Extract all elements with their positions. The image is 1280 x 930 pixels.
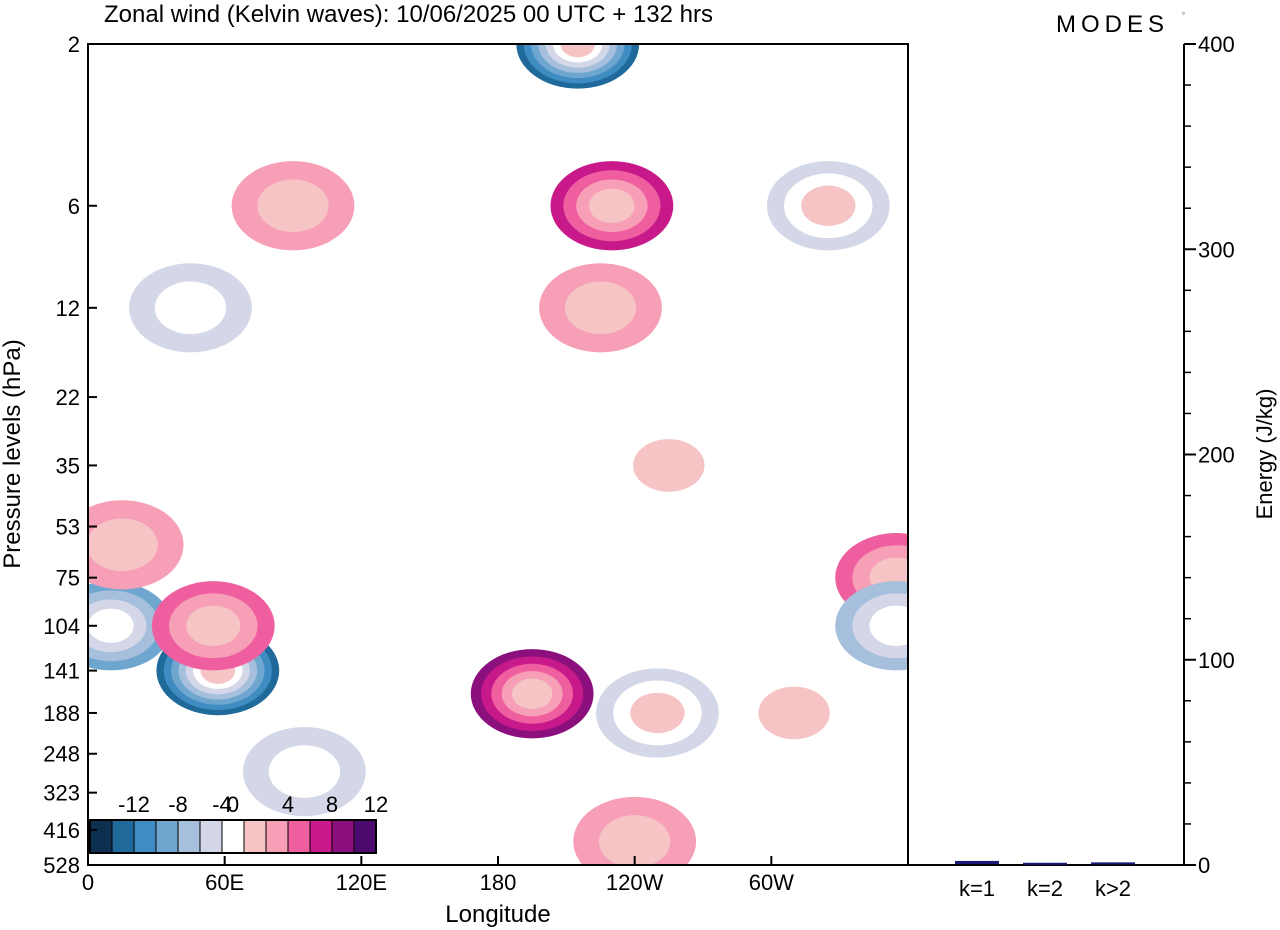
energy-tick-label: 400 [1198,32,1235,57]
heatmap-axes: 0 60E 120E 180 120W 60W 2 6 12 22 35 53 75 104 141 188 2… [43,32,909,895]
heatmap-cell-1-3 [88,608,134,643]
colorbar: -12 -8 -40 4 8 12 [89,792,388,854]
heatmap-cell-5-4 [511,678,553,710]
colorbar-swatch [287,819,311,854]
energy-tick-label: 300 [1198,237,1235,262]
energy-tick-label: 200 [1198,443,1235,468]
bar-category-label: k>2 [1095,876,1131,901]
heatmap-cell-16-1 [598,815,671,865]
colorbar-frame [89,819,377,854]
colorbar-swatch [111,819,135,854]
colorbar-swatch [133,819,157,854]
energy-bar [955,860,999,864]
colorbar-swatch [199,819,223,854]
x-tick-label: 60W [749,870,794,895]
logo-registered-mark: ° [1182,11,1185,20]
y-tick-label: 12 [56,296,80,321]
y-tick-label: 528 [43,853,80,878]
heatmap-cell-10-1 [564,281,637,335]
heatmap-cell-13-1 [257,179,329,233]
heatmap-field [88,44,908,865]
y-tick-label: 104 [43,614,80,639]
colorbar-label: 12 [364,792,388,817]
energy-bar-axes: 0 100 200 300 400 k=1 k=2 k>2 [908,32,1235,901]
colorbar-swatch [265,819,289,854]
bar-category-label: k=2 [1027,876,1063,901]
heatmap-cell-6-2 [186,605,241,646]
colorbar-swatch [89,819,113,854]
x-tick-label: 0 [82,870,94,895]
x-tick-label: 120E [336,870,387,895]
colorbar-label: 0 [227,792,239,817]
heatmap-cell-11-1 [633,439,705,492]
y-tick-label: 416 [43,818,80,843]
y-tick-label: 2 [68,32,80,57]
colorbar-swatch [353,819,377,854]
colorbar-swatch [177,819,201,854]
energy-bar [1023,862,1067,865]
y-tick-label: 323 [43,781,80,806]
energy-axis-label: Energy (J/kg) [1252,389,1277,520]
modes-logo: MODES [1056,11,1169,38]
x-tick-label: 120W [606,870,664,895]
heatmap-cell-4-3 [589,188,635,223]
bar-category-label: k=1 [959,876,995,901]
y-tick-label: 53 [56,515,80,540]
colorbar-label: -4 [212,792,232,817]
heatmap-cell-3-6 [560,44,596,58]
energy-tick-label: 0 [1198,853,1210,878]
y-tick-label: 75 [56,566,80,591]
colorbar-swatch [243,819,267,854]
heatmap-cell-9-2 [630,692,685,734]
heatmap-cell-12-1 [88,518,158,572]
colorbar-swatch [221,819,245,854]
heatmap-cell-15-1 [758,686,830,740]
colorbar-label: 4 [282,792,294,817]
y-tick-label: 22 [56,385,80,410]
colorbar-label: 8 [326,792,338,817]
chart-title: Zonal wind (Kelvin waves): 10/06/2025 00… [104,1,713,28]
x-axis-label: Longitude [445,901,550,928]
energy-bar [1091,862,1135,865]
x-tick-label: 180 [480,870,517,895]
heatmap-cell-2-1 [154,281,227,335]
y-axis-label: Pressure levels (hPa) [0,339,26,568]
colorbar-swatch [331,819,355,854]
y-tick-label: 188 [43,701,80,726]
colorbar-swatch [155,819,179,854]
x-tick-label: 60E [205,870,244,895]
heatmap-cell-17-1 [268,745,341,798]
energy-tick-label: 100 [1198,648,1235,673]
heatmap-cell-14-2 [801,185,856,226]
y-tick-label: 6 [68,194,80,219]
colorbar-label: -12 [118,792,150,817]
heatmap-cell-8-2 [869,605,908,646]
colorbar-label: -8 [168,792,188,817]
y-tick-label: 141 [43,659,80,684]
y-tick-label: 248 [43,742,80,767]
y-tick-label: 35 [56,453,80,478]
colorbar-swatch [309,819,333,854]
